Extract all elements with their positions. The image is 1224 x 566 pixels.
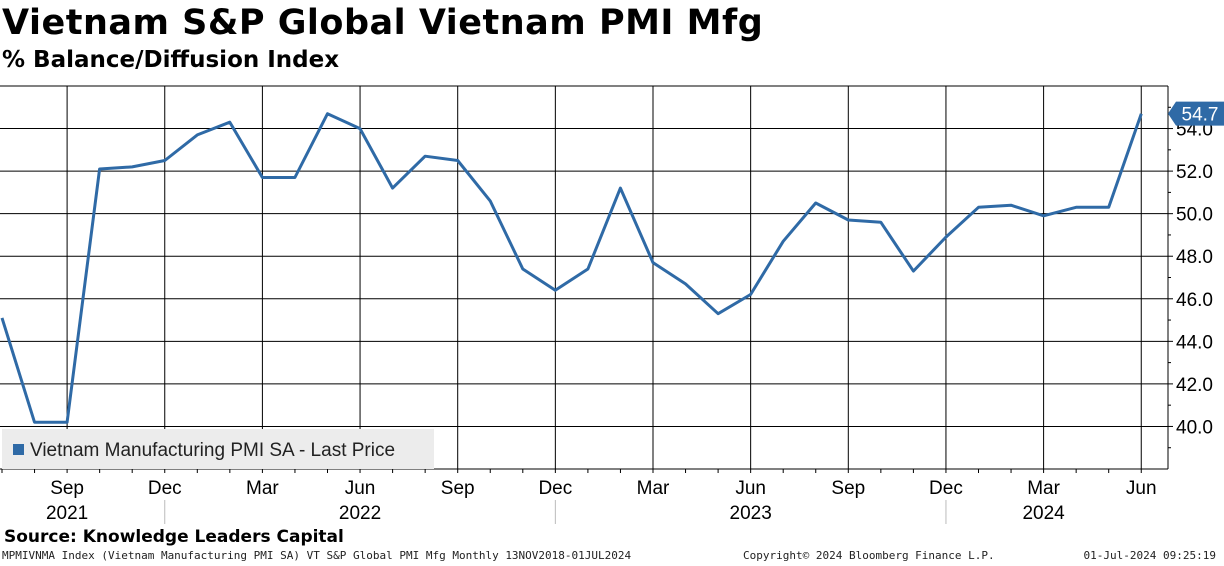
y-tick-label: 46.0: [1176, 290, 1213, 311]
x-tick-label: Dec: [538, 478, 572, 499]
copyright-note: Copyright© 2024 Bloomberg Finance L.P.: [743, 549, 995, 562]
x-tick-label: Dec: [929, 478, 963, 499]
y-tick-label: 52.0: [1176, 162, 1213, 183]
y-tick-label: 50.0: [1176, 205, 1213, 226]
x-tick-label: Sep: [50, 478, 84, 499]
x-year-label: 2022: [339, 503, 381, 524]
x-year-label: 2021: [46, 503, 88, 524]
x-tick-label: Jun: [1126, 478, 1157, 499]
y-tick-label: 44.0: [1176, 332, 1213, 353]
x-tick-label: Mar: [637, 478, 670, 499]
x-tick-label: Sep: [441, 478, 475, 499]
last-value-tag: [1168, 101, 1224, 126]
y-tick-label: 42.0: [1176, 375, 1213, 396]
source-note: Source: Knowledge Leaders Capital: [4, 527, 344, 547]
series-line-vietnam-pmi: [0, 112, 1143, 424]
x-tick-label: Mar: [246, 478, 279, 499]
chart-title: Vietnam S&P Global Vietnam PMI Mfg: [2, 3, 764, 43]
x-year-label: 2023: [730, 503, 772, 524]
legend-swatch: [13, 444, 24, 455]
x-tick-label: Mar: [1027, 478, 1060, 499]
last-value-label: 54.7: [1182, 105, 1219, 126]
x-year-label: 2024: [1022, 503, 1065, 524]
timestamp: 01-Jul-2024 09:25:19: [1083, 549, 1216, 562]
chart-subtitle: % Balance/Diffusion Index: [2, 47, 340, 73]
x-tick-label: Dec: [148, 478, 182, 499]
x-tick-label: Sep: [831, 478, 865, 499]
y-tick-label: 40.0: [1176, 417, 1213, 438]
series-info: MPMIVNMA Index (Vietnam Manufacturing PM…: [2, 549, 632, 562]
legend-label: Vietnam Manufacturing PMI SA - Last Pric…: [30, 440, 395, 461]
legend-box: [2, 429, 434, 469]
y-tick-label: 48.0: [1176, 247, 1213, 268]
x-tick-label: Jun: [735, 478, 766, 499]
x-tick-label: Jun: [345, 478, 376, 499]
